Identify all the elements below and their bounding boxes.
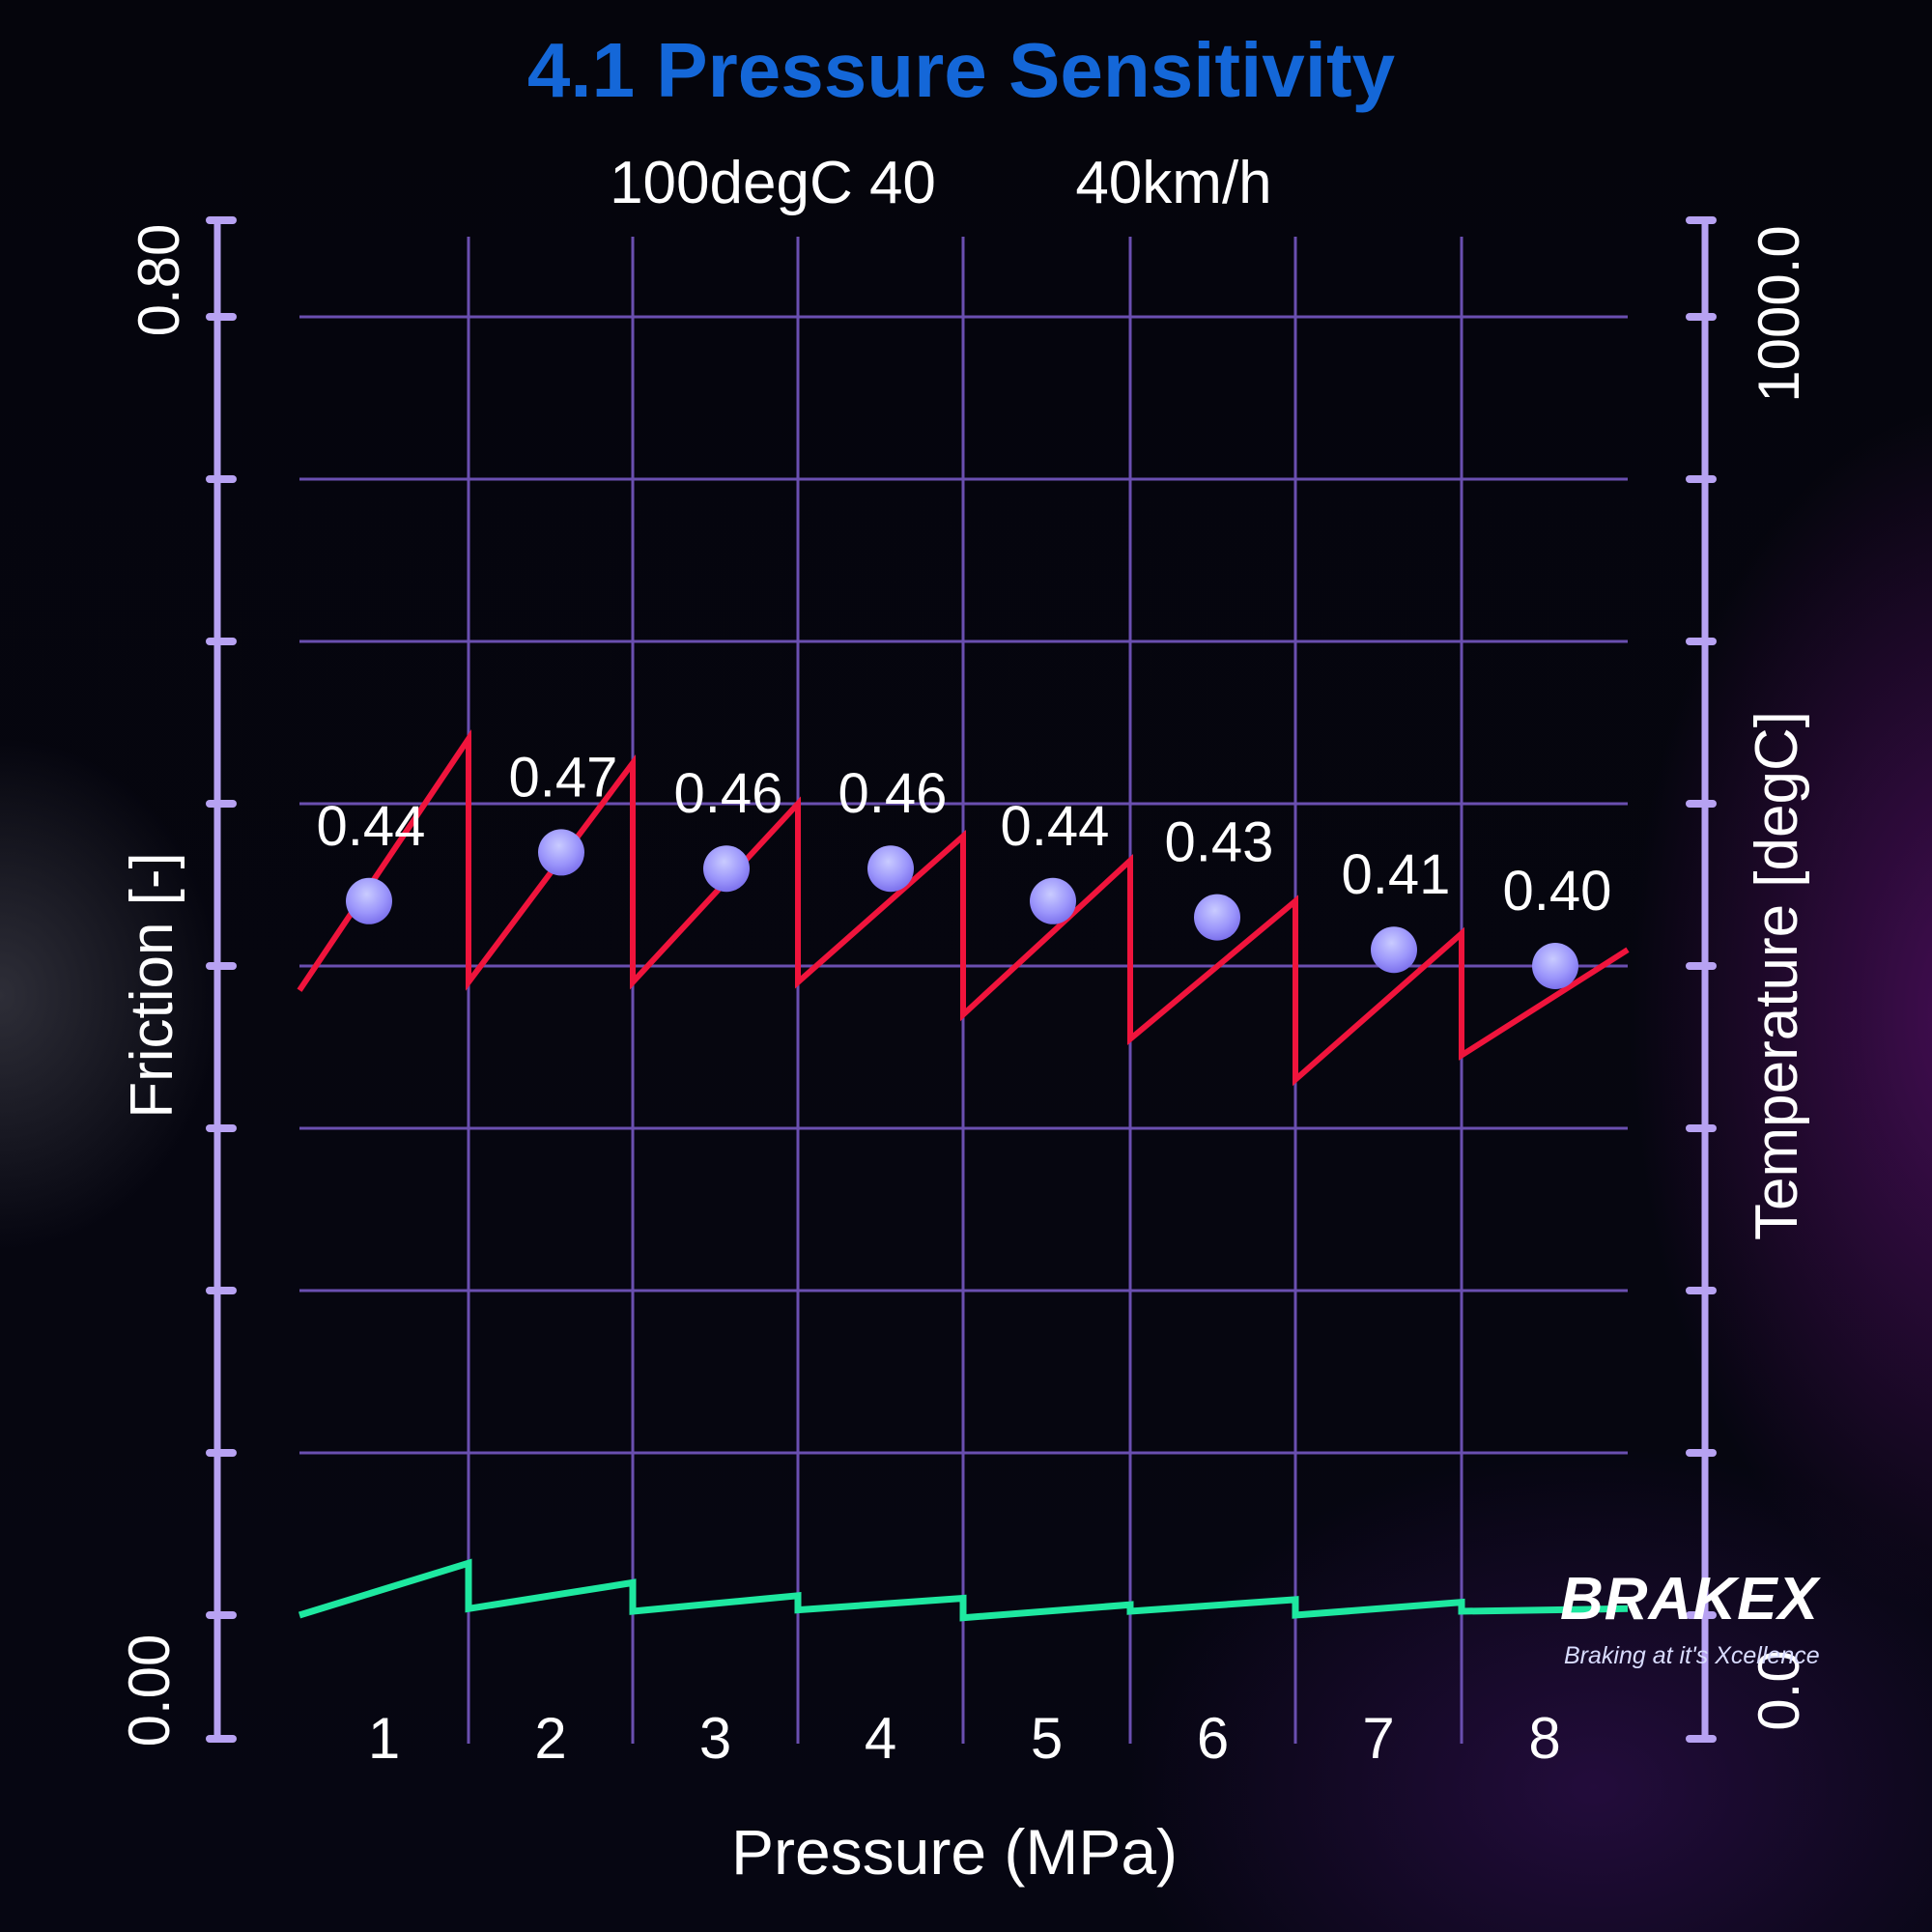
brand-tagline: Braking at it's Xcellence bbox=[1564, 1642, 1820, 1669]
friction-data-label: 0.44 bbox=[317, 795, 426, 858]
y2-tick-label-max: 1000.0 bbox=[1747, 225, 1811, 403]
friction-point bbox=[1371, 926, 1417, 974]
temperature-line bbox=[298, 1558, 1629, 1622]
friction-point bbox=[538, 829, 584, 876]
friction-markers bbox=[346, 829, 1578, 989]
x-tick-label: 5 bbox=[1031, 1706, 1063, 1771]
y-tick-label-min: 0.00 bbox=[117, 1634, 182, 1747]
y-tick-label-max: 0.80 bbox=[127, 224, 191, 337]
x-axis-label: Pressure (MPa) bbox=[731, 1816, 1178, 1888]
friction-point bbox=[867, 845, 914, 893]
x-tick-label: 6 bbox=[1197, 1706, 1229, 1771]
y2-tick-label-min: 0.0 bbox=[1747, 1650, 1811, 1730]
friction-data-label: 0.46 bbox=[674, 762, 783, 825]
x-tick-label: 1 bbox=[368, 1706, 400, 1771]
y-axis-label: Friction [-] bbox=[119, 852, 185, 1119]
data-labels: 1 2 3 4 5 6 7 8 0.44 0.47 0.46 0.46 0.44 0.43 0.41 0.40 bbox=[317, 746, 1612, 1771]
chart-subtitle-condition: 100degC 40 bbox=[610, 150, 936, 216]
friction-point bbox=[346, 877, 392, 924]
friction-data-label: 0.40 bbox=[1503, 860, 1612, 923]
brand-name: BRAKEX bbox=[1560, 1566, 1819, 1633]
x-tick-label: 3 bbox=[699, 1706, 731, 1771]
x-tick-label: 8 bbox=[1528, 1706, 1560, 1771]
friction-point bbox=[1194, 894, 1240, 941]
friction-data-label: 0.43 bbox=[1165, 811, 1274, 874]
x-tick-label: 7 bbox=[1362, 1706, 1394, 1771]
friction-point bbox=[703, 845, 750, 893]
friction-data-label: 0.41 bbox=[1342, 843, 1451, 906]
axes bbox=[206, 216, 1717, 1743]
chart-title: 4.1 Pressure Sensitivity bbox=[527, 27, 1396, 113]
friction-data-label: 0.47 bbox=[509, 746, 618, 809]
friction-point bbox=[1532, 943, 1578, 989]
chart-subtitle-speed: 40km/h bbox=[1075, 150, 1271, 216]
x-tick-label: 4 bbox=[865, 1706, 896, 1771]
y2-axis-label: Temperature [degC] bbox=[1744, 711, 1810, 1240]
brand-logo: BRAKEX Braking at it's Xcellence bbox=[1550, 1565, 1898, 1710]
friction-data-label: 0.44 bbox=[1001, 795, 1110, 858]
friction-point bbox=[1030, 877, 1076, 924]
x-tick-label: 2 bbox=[534, 1706, 566, 1771]
friction-data-label: 0.46 bbox=[838, 762, 948, 825]
